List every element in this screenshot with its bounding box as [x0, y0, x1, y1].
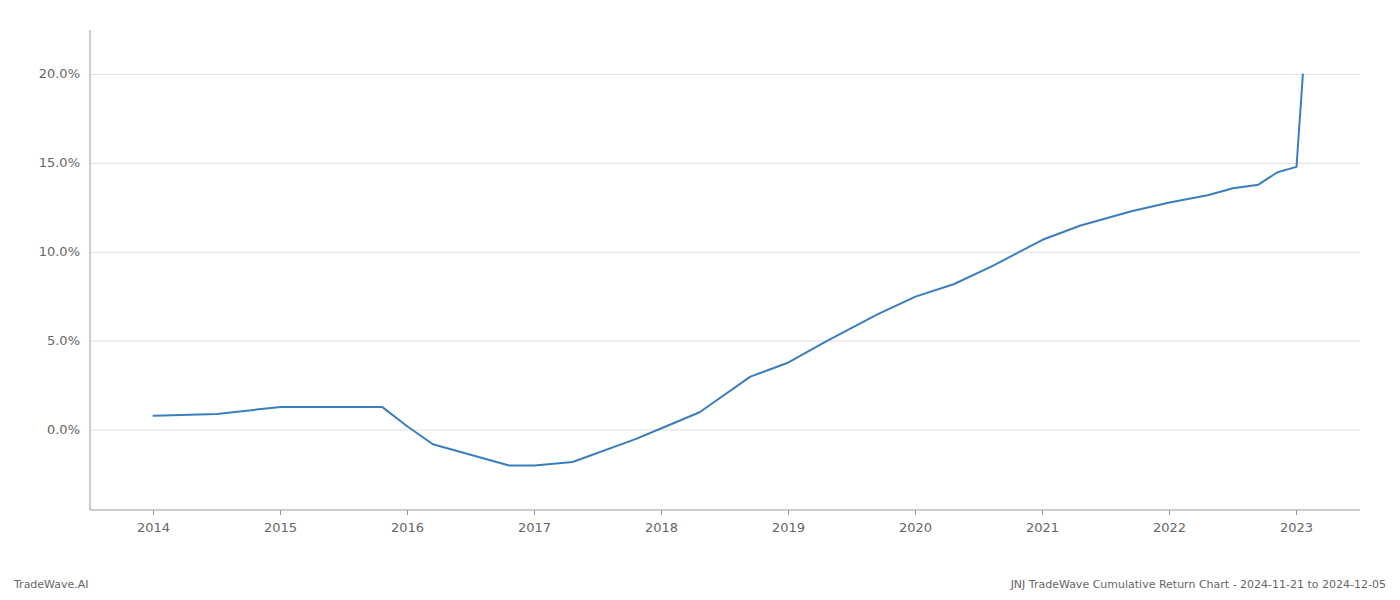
x-tick-label: 2019 — [772, 520, 805, 535]
x-tick — [788, 510, 789, 515]
x-tick — [915, 510, 916, 515]
x-tick-label: 2015 — [264, 520, 297, 535]
grid-line — [90, 74, 1360, 75]
y-tick-label: 15.0% — [39, 155, 80, 170]
line — [154, 74, 1303, 465]
y-tick-label: 0.0% — [47, 422, 80, 437]
chart: 0.0% 5.0% 10.0% 15.0% 20.0% 2014 2015 2016 2017 2… — [0, 0, 1400, 600]
x-tick-label: 2023 — [1280, 520, 1313, 535]
footer-left: TradeWave.AI — [13, 578, 89, 591]
x-tick-label: 2018 — [645, 520, 678, 535]
y-axis-line — [90, 30, 91, 510]
x-tick — [407, 510, 408, 515]
grid-line — [90, 163, 1360, 164]
x-tick — [534, 510, 535, 515]
x-tick-label: 2017 — [518, 520, 551, 535]
y-tick-label: 5.0% — [47, 333, 80, 348]
grid-line — [90, 252, 1360, 253]
grid-line — [90, 341, 1360, 342]
x-tick — [280, 510, 281, 515]
x-tick-label: 2022 — [1153, 520, 1186, 535]
y-tick-label: 10.0% — [39, 244, 80, 259]
x-tick — [1042, 510, 1043, 515]
y-tick-label: 20.0% — [39, 66, 80, 81]
x-tick-label: 2021 — [1026, 520, 1059, 535]
x-tick-label: 2016 — [391, 520, 424, 535]
plot-area — [154, 74, 1303, 465]
x-tick — [1169, 510, 1170, 515]
x-tick-label: 2020 — [899, 520, 932, 535]
y-grid — [90, 74, 1360, 430]
footer-right: JNJ TradeWave Cumulative Return Chart - … — [1010, 578, 1386, 591]
grid-line — [90, 430, 1360, 431]
x-tick — [661, 510, 662, 515]
x-tick — [1296, 510, 1297, 515]
x-tick-label: 2014 — [137, 520, 170, 535]
x-tick — [153, 510, 154, 515]
x-axis-line — [90, 510, 1360, 511]
